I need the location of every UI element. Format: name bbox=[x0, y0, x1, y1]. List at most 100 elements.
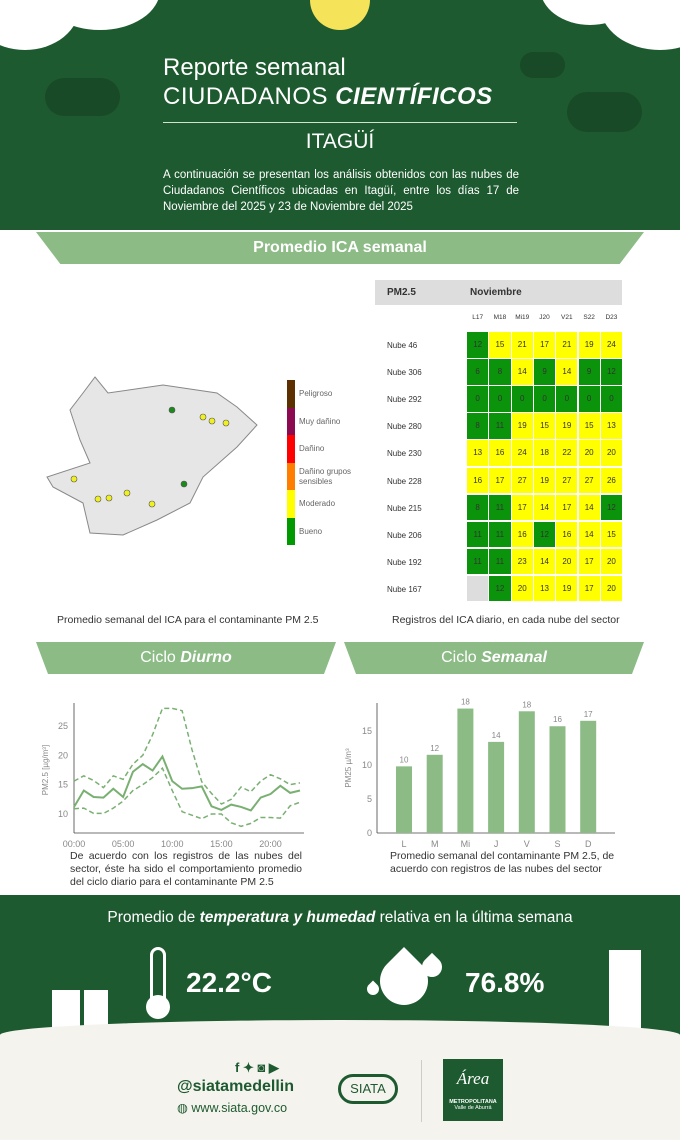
y-tick-label: 20 bbox=[58, 750, 68, 760]
weather-band: Promedio de temperatura y humedad relati… bbox=[0, 895, 680, 1050]
x-tick-label: 05:00 bbox=[112, 839, 135, 849]
city-name: ITAGÜÍ bbox=[305, 130, 375, 153]
y-axis-label: PM25 µ/m³ bbox=[344, 748, 353, 788]
heatmap-cell: 23 bbox=[511, 548, 533, 575]
day-header: L17 bbox=[472, 314, 484, 321]
cloud-icon bbox=[567, 92, 642, 132]
header bbox=[0, 0, 680, 230]
bar-value-label: 16 bbox=[553, 715, 562, 724]
title: Reporte semanal bbox=[163, 54, 346, 81]
heatmap-cell: 13 bbox=[600, 413, 623, 439]
heatmap-cell: 14 bbox=[511, 359, 533, 385]
heatmap-cell: 16 bbox=[511, 521, 533, 548]
semanal-caption: Promedio semanal del contaminante PM 2.5… bbox=[390, 850, 615, 875]
x-tick-label: 15:00 bbox=[210, 839, 233, 849]
legend-label: Peligroso bbox=[299, 389, 333, 398]
heatmap-cell: 16 bbox=[489, 440, 511, 466]
bar bbox=[518, 711, 535, 833]
heatmap-cell: 21 bbox=[511, 332, 533, 358]
station-marker bbox=[208, 417, 216, 425]
row-label: Nube 167 bbox=[387, 584, 422, 594]
heatmap-cell: 11 bbox=[489, 413, 511, 439]
heatmap-cell: 20 bbox=[556, 548, 578, 575]
station-marker bbox=[123, 489, 131, 497]
heatmap-cell: 15 bbox=[533, 413, 556, 439]
heatmap-cell: 11 bbox=[489, 548, 511, 575]
station-marker bbox=[70, 475, 78, 483]
heatmap-cell: 20 bbox=[600, 575, 623, 602]
heatmap-cell: 0 bbox=[533, 386, 556, 412]
heatmap-cell: 14 bbox=[578, 494, 600, 521]
heatmap-cell: 26 bbox=[600, 467, 623, 493]
website-link[interactable]: ◍ www.siata.gov.co bbox=[177, 1101, 288, 1115]
heatmap-cell: 20 bbox=[511, 575, 533, 602]
heatmap-cell bbox=[467, 575, 489, 602]
x-tick-label: L bbox=[401, 839, 406, 849]
ciclo-semanal-banner: Ciclo Semanal bbox=[344, 642, 644, 674]
heatmap-cell: 24 bbox=[600, 332, 623, 358]
itagui-map-outline bbox=[46, 376, 258, 536]
x-tick-label: J bbox=[494, 839, 499, 849]
weekly-bar-chart: 0 5 10 15 PM25 µ/m³ 10 L 12 M 18 Mi 14 J 18 V 16 S 17 D bbox=[344, 698, 615, 849]
y-tick-label: 10 bbox=[362, 760, 372, 770]
legend-swatch bbox=[287, 490, 295, 518]
x-tick-label: Mi bbox=[461, 839, 471, 849]
station-marker bbox=[148, 500, 156, 508]
heatmap-cell: 0 bbox=[600, 386, 623, 412]
bar-value-label: 17 bbox=[584, 710, 593, 719]
bar bbox=[580, 720, 597, 833]
x-tick-label: M bbox=[431, 839, 439, 849]
row-label: Nube 292 bbox=[387, 395, 422, 405]
globe-icon: ◍ bbox=[177, 1101, 192, 1115]
heatmap-cell: 0 bbox=[467, 386, 489, 412]
bar bbox=[426, 754, 443, 833]
ciclo-diurno-banner: Ciclo Diurno bbox=[36, 642, 336, 674]
heatmap-cell: 17 bbox=[489, 467, 511, 493]
station-marker bbox=[222, 419, 230, 427]
area-metropolitana-logo: Área METROPOLITANA Valle de Aburrá bbox=[443, 1059, 503, 1121]
bar-value-label: 18 bbox=[461, 698, 470, 707]
heatmap-cell: 8 bbox=[467, 413, 489, 439]
divider bbox=[163, 122, 517, 123]
x-tick-label: V bbox=[524, 839, 530, 849]
legend-swatch bbox=[287, 462, 295, 490]
heatmap-cell: 14 bbox=[533, 494, 556, 521]
heatmap-cell: 20 bbox=[600, 548, 623, 575]
heatmap-cell: 12 bbox=[467, 332, 489, 358]
social-handle[interactable]: @siatamedellin bbox=[177, 1078, 294, 1095]
social-icons[interactable]: f ✦ ◙ ▶ bbox=[235, 1060, 279, 1075]
bar-value-label: 12 bbox=[430, 744, 439, 753]
legend-swatch bbox=[287, 407, 295, 435]
heatmap-cell: 19 bbox=[556, 575, 578, 602]
heatmap-cell: 27 bbox=[511, 467, 533, 493]
heatmap-cell: 12 bbox=[600, 359, 623, 385]
heatmap-cell: 9 bbox=[578, 359, 600, 385]
heatmap-cell: 27 bbox=[578, 467, 600, 493]
temperature-value: 22.2°C bbox=[186, 967, 272, 998]
heatmap-cell: 12 bbox=[489, 575, 511, 602]
month-header: Noviembre bbox=[467, 280, 622, 305]
day-header: J20 bbox=[539, 314, 550, 321]
heatmap-cell: 6 bbox=[467, 359, 489, 385]
heatmap-cell: 22 bbox=[556, 440, 578, 466]
heatmap-cell: 0 bbox=[489, 386, 511, 412]
heatmap-cell: 17 bbox=[578, 575, 600, 602]
legend-swatch bbox=[287, 435, 295, 463]
diurnal-line-chart: 10 15 20 25 00:00 05:00 10:00 15:00 20:00 PM2.5 [… bbox=[41, 703, 304, 849]
day-header: Mi19 bbox=[515, 314, 530, 321]
heatmap-cell: 14 bbox=[578, 521, 600, 548]
mean-line bbox=[73, 754, 301, 812]
footer: f ✦ ◙ ▶ @siatamedellin ◍ www.siata.gov.c… bbox=[0, 1040, 680, 1140]
cloud-icon bbox=[45, 78, 120, 116]
heatmap-cell: 11 bbox=[467, 521, 489, 548]
heatmap-cell: 21 bbox=[556, 332, 578, 358]
bar-value-label: 10 bbox=[400, 755, 409, 764]
heatmap-cell: 15 bbox=[489, 332, 511, 358]
bar bbox=[549, 726, 566, 833]
map bbox=[46, 376, 258, 536]
heatmap-cell: 0 bbox=[578, 386, 600, 412]
x-tick-label: S bbox=[554, 839, 560, 849]
row-label: Nube 206 bbox=[387, 530, 422, 540]
bound-line bbox=[73, 766, 301, 828]
station-marker bbox=[199, 413, 207, 421]
